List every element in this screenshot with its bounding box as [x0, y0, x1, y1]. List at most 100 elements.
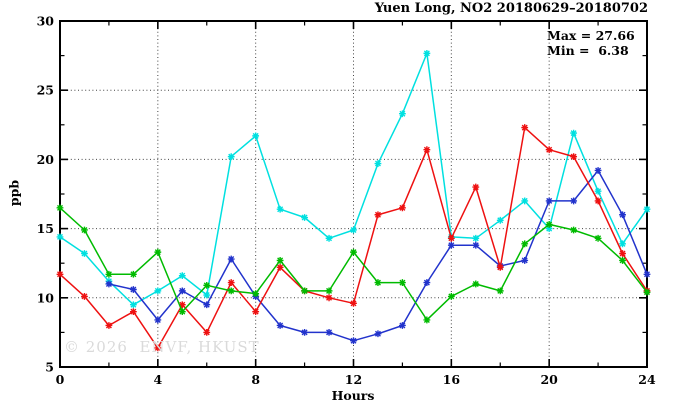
red-line-marker [227, 279, 235, 286]
green-line-marker [472, 280, 480, 288]
green-line-marker [374, 279, 382, 286]
green-line-marker [203, 281, 211, 289]
y-tick-label: 20 [37, 152, 55, 167]
red-line-marker [129, 308, 137, 316]
red-line-marker [545, 146, 553, 154]
red-line-marker [423, 146, 431, 154]
green-line-marker [594, 234, 602, 242]
green-line-marker [105, 270, 113, 278]
x-axis-label: Hours [331, 388, 375, 403]
green-line-marker [399, 279, 406, 286]
blue-line-marker [178, 287, 186, 295]
min-annotation: Min = 6.38 [547, 43, 629, 58]
cyan-line-marker [472, 234, 480, 242]
red-line-marker [350, 299, 357, 307]
cyan-line-marker [521, 197, 529, 205]
x-tick-label: 20 [540, 372, 558, 387]
green-line-marker [521, 240, 529, 248]
y-tick-label: 30 [37, 14, 55, 29]
blue-line-marker [203, 301, 211, 309]
blue-line-marker [374, 330, 382, 338]
green-line-marker [643, 288, 651, 296]
cyan-line-marker [594, 187, 602, 195]
red-line-marker [496, 263, 504, 271]
green-line-marker [496, 287, 504, 295]
cyan-line-marker [301, 214, 308, 221]
cyan-line-marker [423, 49, 431, 57]
cyan-line-marker [178, 272, 186, 280]
green-line-marker [252, 290, 260, 298]
cyan-line-marker [154, 287, 162, 295]
y-tick-label: 15 [37, 221, 54, 236]
blue-line-marker [570, 197, 578, 205]
cyan-line-marker [545, 225, 553, 232]
blue-line-marker [227, 255, 235, 263]
cyan-line-marker [570, 129, 578, 137]
red-line-marker [56, 270, 64, 278]
x-tick-label: 24 [638, 372, 656, 387]
cyan-line-marker [81, 250, 88, 257]
cyan-line-marker [619, 240, 626, 248]
green-line-marker [56, 204, 64, 212]
red-line-marker [570, 153, 578, 161]
blue-line-marker [521, 257, 529, 264]
red-line-marker [276, 263, 284, 271]
cyan-line-marker [129, 301, 137, 309]
red-line-marker [105, 322, 113, 329]
cyan-line [59, 52, 648, 306]
red-line-marker [252, 308, 260, 316]
green-line-marker [81, 226, 88, 234]
red-line-marker [521, 124, 529, 131]
watermark: © 2026 ENVF, HKUST [64, 338, 260, 356]
x-tick-label: 12 [345, 372, 362, 387]
cyan-line-marker [374, 160, 382, 167]
green-line-marker [545, 221, 553, 228]
red-line-marker [154, 344, 162, 352]
red-line-marker [178, 301, 186, 309]
y-tick-label: 10 [37, 290, 55, 305]
cyan-line-marker [276, 205, 284, 213]
green-line-marker [447, 293, 455, 300]
cyan-line-marker [325, 234, 333, 242]
blue-line-marker [154, 316, 162, 324]
red-line-marker [594, 197, 602, 205]
cyan-line-marker [252, 132, 260, 140]
green-line-marker [350, 248, 357, 256]
cyan-line-marker [399, 110, 406, 118]
red-line-marker [374, 211, 382, 219]
blue-line-marker [105, 280, 113, 288]
red-line-marker [325, 294, 333, 302]
blue-line-marker [350, 337, 357, 345]
blue-line-marker [545, 197, 553, 205]
y-tick-label: 5 [45, 360, 54, 375]
green-line-marker [276, 257, 284, 264]
plot-frame [59, 20, 648, 368]
blue-line-marker [423, 279, 431, 286]
blue-line-marker [643, 270, 651, 278]
cyan-line-marker [56, 233, 64, 241]
red-line-marker [81, 293, 88, 300]
green-line-marker [227, 287, 235, 295]
green-line-marker [619, 257, 626, 264]
cyan-line-marker [496, 216, 504, 224]
green-line-marker [325, 287, 333, 295]
blue-line [108, 169, 648, 342]
blue-line-marker [619, 211, 626, 219]
cyan-line-marker [643, 205, 651, 213]
red-line-marker [203, 329, 211, 336]
blue-line-marker [276, 322, 284, 329]
cyan-line-marker [350, 226, 357, 234]
blue-line-marker [399, 322, 406, 329]
green-line-marker [178, 308, 186, 316]
x-tick-label: 0 [56, 372, 65, 387]
cyan-line-marker [227, 153, 235, 161]
blue-line-marker [129, 286, 137, 293]
x-tick-label: 4 [153, 372, 162, 387]
blue-line-marker [447, 241, 455, 249]
y-axis-label: ppb [6, 179, 22, 207]
max-annotation: Max = 27.66 [547, 28, 635, 43]
green-line-marker [129, 270, 137, 278]
cyan-line-marker [203, 291, 211, 299]
x-tick-label: 8 [251, 372, 260, 387]
